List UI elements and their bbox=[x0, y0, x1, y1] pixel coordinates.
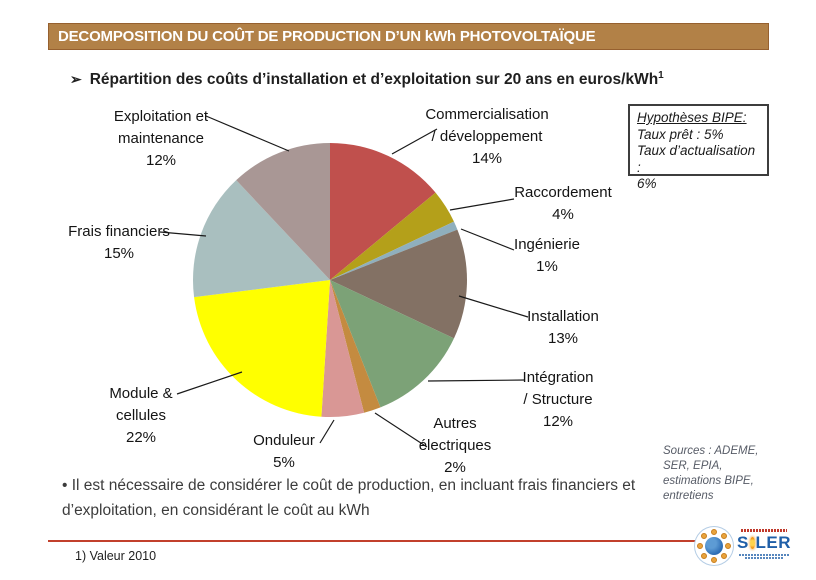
logo-figure-icon bbox=[721, 533, 727, 539]
soler-logo-subline bbox=[739, 554, 789, 556]
subtitle-footnote-ref: 1 bbox=[658, 70, 664, 81]
soler-wordmark-text: S bbox=[737, 533, 749, 552]
pie-label-value: 2% bbox=[444, 459, 466, 476]
sources-line: estimations BIPE, bbox=[663, 475, 754, 487]
logo-figure-icon bbox=[725, 543, 731, 549]
pie-label-raccordement: Raccordement 4% bbox=[500, 182, 626, 226]
sources-note: Sources : ADEME, SER, EPIA, estimations … bbox=[663, 444, 788, 504]
pie-label-value: 22% bbox=[125, 429, 157, 446]
pie-label-line: Commercialisation bbox=[425, 106, 549, 123]
leader-line bbox=[205, 115, 290, 152]
soler-wordmark-text: LER bbox=[755, 533, 791, 552]
globe-logo bbox=[694, 526, 734, 566]
pie-label-value: 5% bbox=[273, 454, 295, 471]
sources-line: entretiens bbox=[663, 490, 714, 502]
leader-line bbox=[374, 412, 428, 448]
pie-label-line: électriques bbox=[418, 437, 492, 454]
pie-label-onduleur: Onduleur 5% bbox=[238, 430, 330, 474]
pie-label-value: 12% bbox=[145, 152, 177, 169]
pie-label-line: Intégration bbox=[522, 369, 594, 386]
sources-line: SER, EPIA, bbox=[663, 460, 723, 472]
logo-figure-icon bbox=[711, 529, 717, 535]
pie-label-commercialisation: Commercialisation / développement 14% bbox=[424, 104, 550, 170]
pie-label-line: Installation bbox=[527, 308, 599, 325]
sources-line: Sources : ADEME, bbox=[663, 445, 759, 457]
leader-line bbox=[319, 419, 335, 444]
pie-label-value: 4% bbox=[552, 206, 574, 223]
pie-slice-raccordement bbox=[330, 192, 454, 280]
hypotheses-line: Taux d’actualisation : bbox=[637, 143, 756, 175]
pie-label-line: Ingénierie bbox=[514, 236, 580, 253]
leader-line bbox=[458, 295, 529, 318]
logo-figure-icon bbox=[701, 553, 707, 559]
leader-line bbox=[427, 379, 526, 382]
hypotheses-line: 6% bbox=[637, 176, 657, 191]
leader-line bbox=[460, 228, 515, 251]
leader-line bbox=[159, 231, 207, 237]
pie-slice-installation bbox=[330, 229, 467, 339]
logo-figure-icon bbox=[721, 553, 727, 559]
leader-line bbox=[391, 128, 438, 155]
pie-label-line: Raccordement bbox=[514, 184, 612, 201]
pie-label-exploitation-maintenance: Exploitation et maintenance 12% bbox=[95, 106, 227, 172]
logo-figure-icon bbox=[697, 543, 703, 549]
footnote: 1) Valeur 2010 bbox=[75, 549, 157, 563]
page-title: DECOMPOSITION DU COÛT DE PRODUCTION D’UN… bbox=[58, 28, 596, 45]
title-bar: DECOMPOSITION DU COÛT DE PRODUCTION D’UN… bbox=[48, 23, 769, 50]
pie-slice-integration-structure bbox=[330, 280, 454, 408]
pie-label-autres-electriques: Autres électriques 2% bbox=[405, 413, 505, 479]
pie-label-line: Module & bbox=[109, 385, 173, 402]
pie-slice-ingenierie bbox=[330, 221, 458, 280]
pie-label-line: / Structure bbox=[523, 391, 593, 408]
subtitle: ➢ Répartition des coûts d’installation et… bbox=[70, 70, 664, 89]
soler-logo-topline bbox=[741, 529, 787, 532]
pie-label-value: 1% bbox=[536, 258, 558, 275]
pie-slice-exploitation-maintenance bbox=[236, 143, 330, 280]
pie-label-line: cellules bbox=[115, 407, 167, 424]
logo-figure-icon bbox=[701, 533, 707, 539]
hypotheses-title: Hypothèses BIPE: bbox=[637, 110, 747, 125]
pie-label-frais-financiers: Frais financiers 15% bbox=[52, 221, 186, 265]
sun-icon bbox=[749, 537, 755, 549]
pie-label-line: Exploitation et bbox=[113, 108, 209, 125]
logo-figure-icon bbox=[711, 557, 717, 563]
pie-label-line: / développement bbox=[431, 128, 543, 145]
pie-label-line: Frais financiers bbox=[68, 223, 170, 240]
conclusion-note: • Il est nécessaire de considérer le coû… bbox=[62, 477, 636, 519]
pie-slice-frais-financiers bbox=[192, 180, 330, 298]
hypotheses-line: Taux prêt : 5% bbox=[637, 126, 724, 142]
footer-divider-line bbox=[48, 540, 698, 542]
soler-logo: S LER bbox=[737, 529, 791, 567]
pie-slice-onduleur bbox=[321, 280, 365, 418]
subtitle-text: Répartition des coûts d’installation et … bbox=[89, 71, 659, 89]
pie-label-installation: Installation 13% bbox=[513, 306, 613, 350]
pie-label-value: 13% bbox=[547, 330, 579, 347]
hypotheses-box: Hypothèses BIPE: Taux prêt : 5% Taux d’a… bbox=[628, 104, 769, 191]
arrow-bullet-icon: ➢ bbox=[70, 71, 82, 88]
pie-slice-commercialisation bbox=[330, 143, 436, 280]
globe-icon bbox=[705, 537, 723, 555]
pie-label-value: 15% bbox=[103, 245, 135, 262]
pie-label-value: 14% bbox=[471, 150, 503, 167]
pie-label-module-cellules: Module & cellules 22% bbox=[91, 383, 191, 449]
pie-label-integration-structure: Intégration / Structure 12% bbox=[508, 367, 608, 433]
leader-line bbox=[449, 198, 515, 211]
soler-wordmark: S LER bbox=[737, 534, 791, 552]
leader-line bbox=[176, 371, 243, 395]
pie-label-line: Onduleur bbox=[253, 432, 315, 449]
pie-label-line: maintenance bbox=[118, 130, 204, 147]
pie-slice-module-cellules bbox=[194, 280, 330, 417]
pie-label-ingenierie: Ingénierie 1% bbox=[497, 234, 597, 278]
pie-label-line: Autres bbox=[433, 415, 477, 432]
pie-label-value: 12% bbox=[542, 413, 574, 430]
soler-logo-subline bbox=[745, 557, 783, 559]
pie-slice-autres-electriques bbox=[330, 280, 381, 413]
